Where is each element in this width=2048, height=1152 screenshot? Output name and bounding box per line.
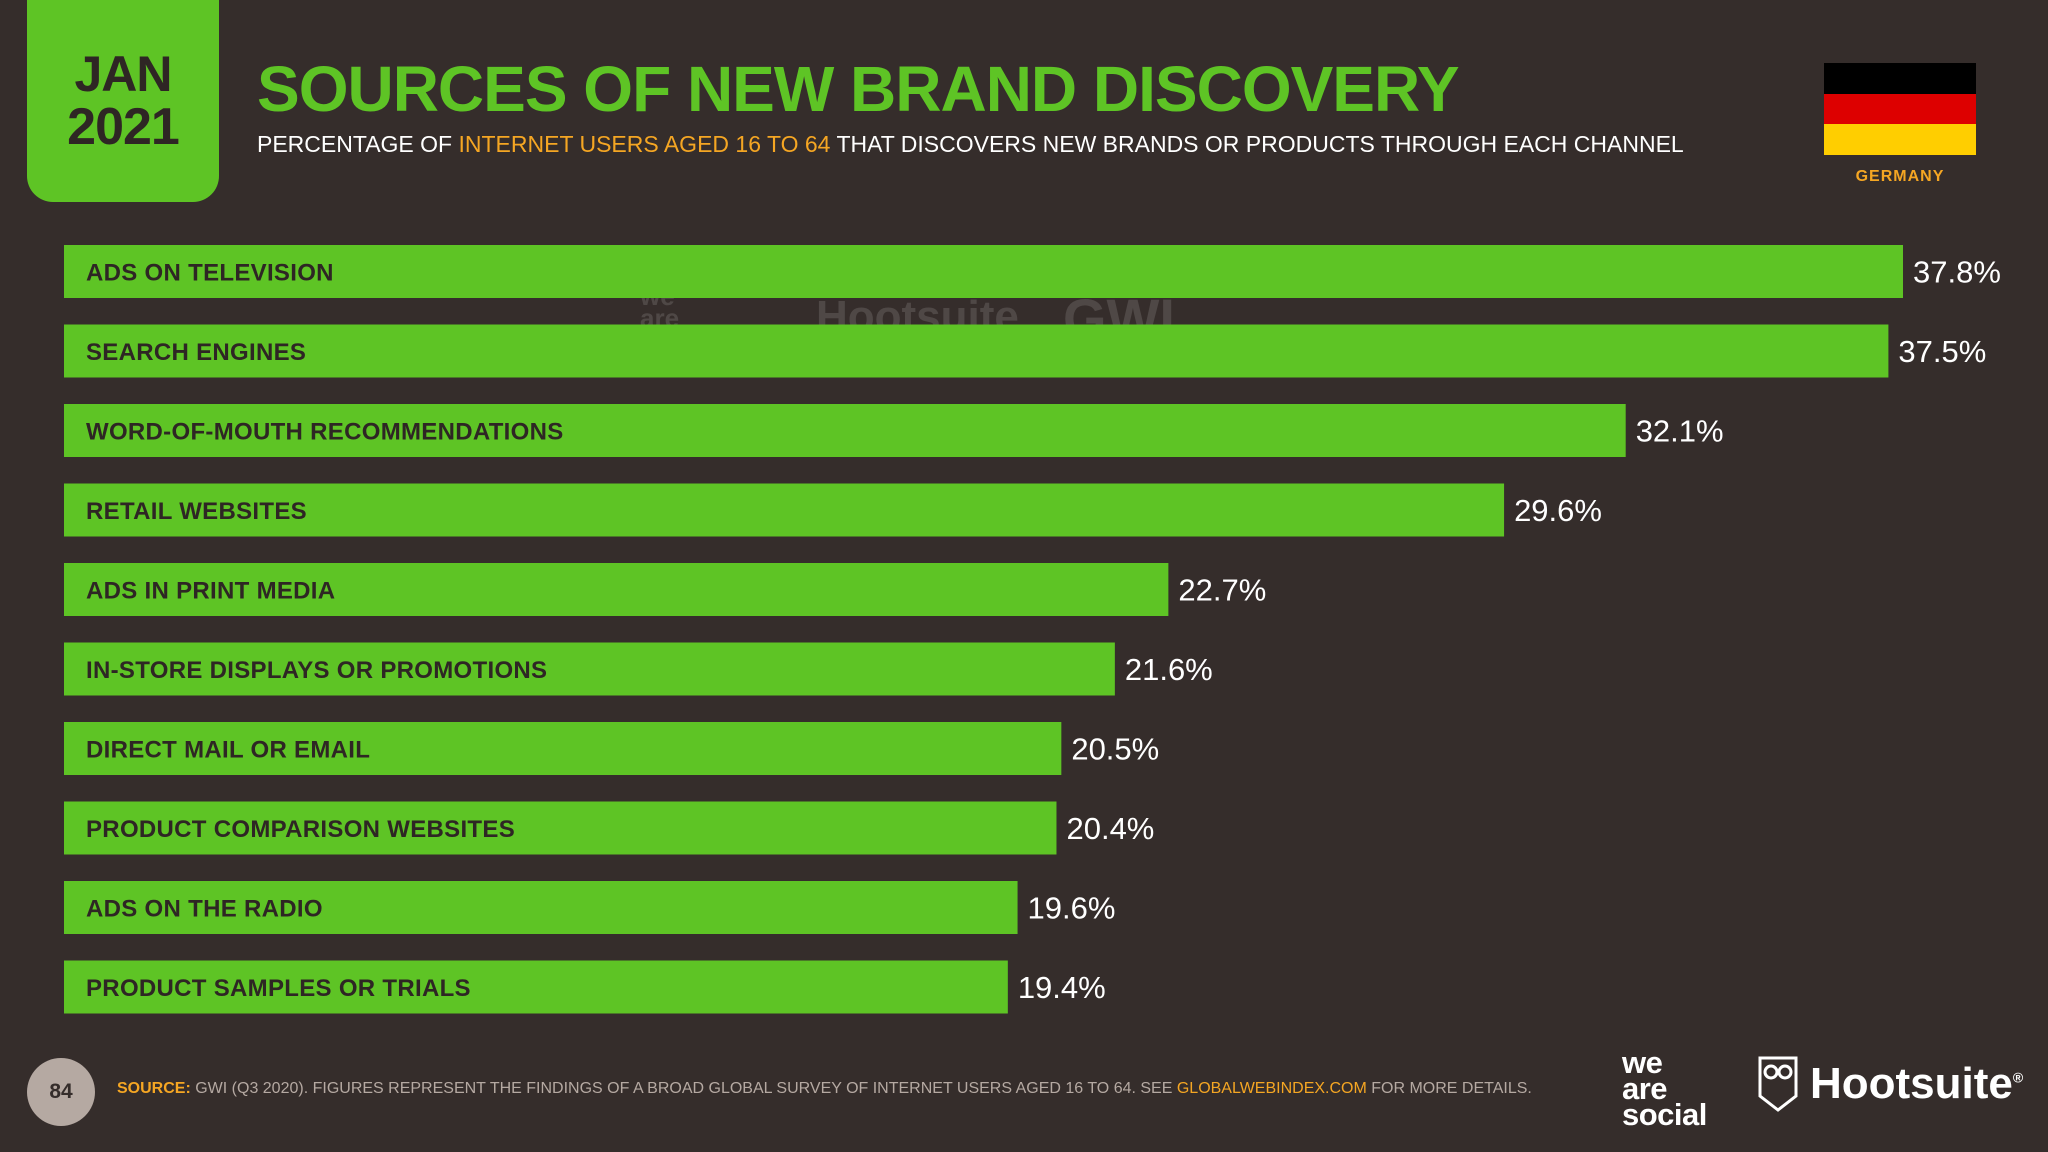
country-label: GERMANY — [1855, 168, 1945, 185]
hootsuite-name: Hootsuite — [1810, 1059, 2013, 1108]
logo-was-line2: are — [1622, 1071, 1668, 1106]
trademark-symbol: ® — [2012, 1069, 2024, 1086]
value-label-5: 21.6% — [1125, 652, 1213, 687]
value-label-4: 22.7% — [1178, 573, 1266, 608]
page-number: 84 — [27, 1058, 95, 1126]
value-label-1: 37.5% — [1898, 334, 1986, 369]
source-tail: FOR MORE DETAILS. — [1366, 1080, 1532, 1097]
bar-label-4: ADS IN PRINT MEDIA — [86, 578, 335, 605]
owl-icon — [1758, 1056, 1798, 1112]
bar-9 — [64, 960, 1008, 1014]
germany-flag-icon — [1824, 63, 1976, 155]
value-label-3: 29.6% — [1514, 493, 1602, 528]
value-label-9: 19.4% — [1018, 970, 1106, 1005]
bar-4 — [64, 563, 1169, 616]
source-link[interactable]: GLOBALWEBINDEX.COM — [1176, 1080, 1367, 1097]
bar-0 — [64, 245, 1903, 298]
page-title: SOURCES OF NEW BRAND DISCOVERY — [257, 53, 1459, 125]
bar-5 — [64, 642, 1115, 696]
bar-7 — [64, 801, 1057, 855]
bar-2 — [64, 404, 1626, 457]
source-text: GWI (Q3 2020). FIGURES REPRESENT THE FIN… — [190, 1080, 1177, 1097]
bar-label-2: WORD-OF-MOUTH RECOMMENDATIONS — [86, 419, 564, 446]
logo-was-line1: we — [1622, 1045, 1663, 1080]
subtitle-highlight: INTERNET USERS AGED 16 TO 64 — [458, 131, 831, 157]
bar-label-3: RETAIL WEBSITES — [86, 498, 307, 525]
flag-stripe-red — [1824, 93, 1976, 125]
bar-3 — [64, 483, 1505, 537]
source-note: SOURCE: GWI (Q3 2020). FIGURES REPRESENT… — [117, 1080, 1532, 1098]
value-label-8: 19.6% — [1028, 891, 1116, 926]
bar-label-6: DIRECT MAIL OR EMAIL — [86, 737, 370, 764]
bar-label-0: ADS ON TELEVISION — [86, 260, 334, 287]
source-label: SOURCE: — [117, 1080, 191, 1097]
bar-label-5: IN-STORE DISPLAYS OR PROMOTIONS — [86, 657, 547, 684]
bar-8 — [64, 881, 1018, 934]
flag-stripe-gold — [1824, 124, 1976, 155]
we-are-social-logo: we are social — [1622, 1045, 1707, 1132]
value-label-2: 32.1% — [1636, 414, 1724, 449]
date-month: JAN — [74, 46, 172, 102]
value-label-0: 37.8% — [1913, 255, 2001, 290]
bar-label-8: ADS ON THE RADIO — [86, 896, 323, 923]
value-label-7: 20.4% — [1066, 811, 1154, 846]
logo-was-line3: social — [1622, 1097, 1707, 1132]
flag-stripe-black — [1824, 63, 1976, 94]
hootsuite-wordmark: Hootsuite® — [1810, 1059, 2023, 1109]
hootsuite-logo: Hootsuite® — [1756, 1056, 2023, 1112]
bar-1 — [64, 324, 1889, 378]
subtitle-part1: PERCENTAGE OF — [257, 131, 459, 157]
bar-6 — [64, 722, 1062, 775]
date-year: 2021 — [67, 98, 180, 156]
value-label-6: 20.5% — [1071, 732, 1159, 767]
bar-label-1: SEARCH ENGINES — [86, 339, 306, 366]
bar-label-9: PRODUCT SAMPLES OR TRIALS — [86, 975, 471, 1002]
bar-label-7: PRODUCT COMPARISON WEBSITES — [86, 816, 515, 843]
subtitle-part2: THAT DISCOVERS NEW BRANDS OR PRODUCTS TH… — [830, 131, 1684, 157]
date-tab: JAN 2021 — [27, 0, 219, 202]
page-subtitle: PERCENTAGE OF INTERNET USERS AGED 16 TO … — [257, 131, 1684, 158]
